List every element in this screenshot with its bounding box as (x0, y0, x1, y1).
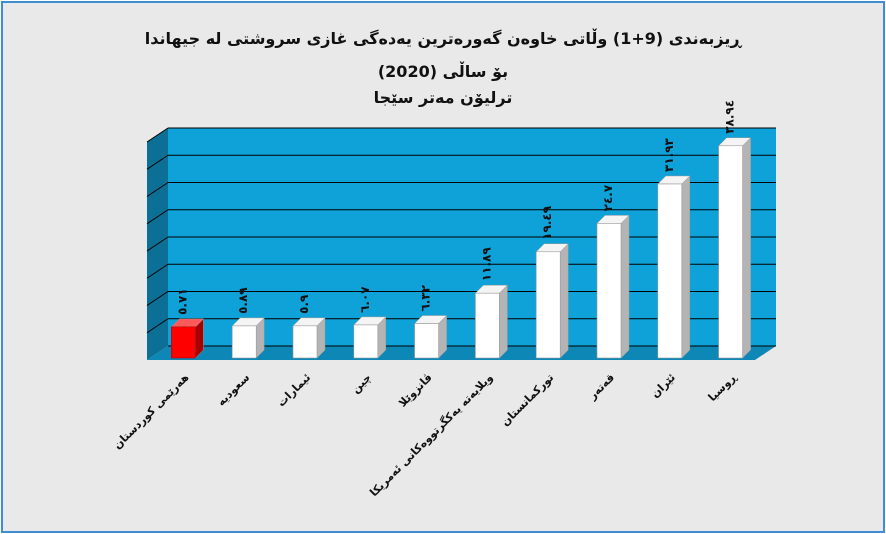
category-label: ئیمارات (275, 371, 313, 409)
bar (718, 145, 743, 359)
bar (414, 323, 439, 359)
gridline-side (146, 291, 169, 306)
data-label: ١١.٨٩ (479, 247, 493, 282)
category-label: چین (349, 371, 374, 396)
bar-side (681, 175, 691, 359)
data-label: ٥.٩ (297, 294, 311, 314)
gridline-side (146, 209, 169, 225)
data-label: ٣٨.٩٤ (723, 100, 737, 134)
bar-side (742, 137, 751, 359)
bar (171, 326, 196, 359)
bar (353, 324, 379, 359)
gridline-side (146, 318, 169, 334)
chart-unit-label: ترلیۆن مەتر سێجا (373, 88, 513, 107)
gridline-side (146, 182, 169, 197)
data-label: ٥.٧١ (175, 288, 189, 315)
data-label: ٦.٠٧ (358, 286, 372, 313)
bar (535, 251, 561, 359)
data-label: ١٩.٤٩ (540, 205, 554, 240)
chart-subtitle: بۆ ساڵی (2020) (377, 62, 509, 81)
category-label: تورکمانستان (499, 371, 557, 429)
category-label: هەرێمی کوردستان (111, 371, 192, 452)
category-label: ڤانزوێلا (396, 371, 435, 410)
category-label: ئێران (648, 371, 677, 400)
category-label: ویلایەتە یەکگرتووەکانی ئەمریکا (367, 371, 495, 499)
gridline-side (146, 154, 169, 170)
data-label: ٣١.٩٣ (662, 137, 676, 172)
bar (231, 325, 257, 359)
category-label: ڕوسیا (706, 370, 740, 404)
data-label: ٥.٨٩ (236, 287, 250, 314)
bar (292, 325, 318, 359)
category-label: سعودیە (215, 371, 253, 409)
data-label: ٢٤.٧ (601, 184, 615, 211)
gridline-side (146, 236, 169, 252)
bar-side (499, 284, 508, 359)
bar (475, 292, 500, 359)
bar-side (620, 214, 630, 359)
bar-side (559, 243, 569, 359)
bar (657, 183, 683, 359)
bar (596, 223, 622, 359)
gridline-side (146, 127, 169, 143)
gridline-side (146, 263, 169, 279)
data-label: ٦.٣٢ (419, 284, 433, 311)
chart-title: ڕیزبەندی (9+1) وڵاتی خاوەن گەورەترین یەد… (144, 29, 742, 48)
category-label: قەتەر (585, 371, 617, 403)
